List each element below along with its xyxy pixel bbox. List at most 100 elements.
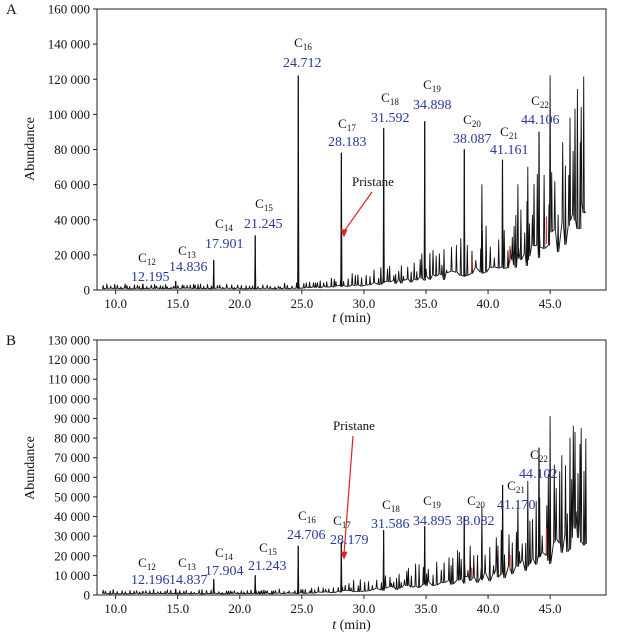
x-tick-label: 15.0 (166, 601, 189, 616)
pristane-arrow (343, 191, 373, 232)
peak-label-C12: C12 (138, 250, 156, 267)
y-tick-label: 110 000 (48, 372, 90, 387)
x-tick-label: 10.0 (104, 296, 127, 311)
y-tick-label: 120 000 (48, 72, 90, 87)
x-tick-label: 20.0 (228, 601, 251, 616)
y-tick-label: 90 000 (54, 411, 90, 426)
y-tick-label: 160 000 (48, 2, 90, 17)
y-tick-label: 60 000 (54, 177, 90, 192)
peak-rt-C16: 24.712 (283, 56, 322, 71)
y-tick-label: 10 000 (54, 568, 90, 583)
x-tick-label: 45.0 (539, 296, 562, 311)
y-axis-title: Abundance (23, 436, 38, 500)
peak-label-C13: C13 (178, 243, 196, 260)
y-tick-label: 40 000 (54, 212, 90, 227)
peak-label-C17: C17 (338, 116, 356, 133)
peak-label-C21: C21 (500, 124, 518, 141)
panel-A: A 0 20 000 40 000 60 000 80 000 100 000 120 000… (6, 2, 607, 326)
peak-label-C20: C20 (467, 493, 485, 510)
y-tick-label: 100 000 (48, 107, 90, 122)
peak-label-C13: C13 (178, 555, 196, 572)
peak-rt-C20: 38.082 (456, 514, 495, 529)
peak-label-C22: C22 (531, 93, 549, 110)
chromatogram-trace (102, 416, 587, 595)
pristane-label: Pristane (352, 174, 394, 189)
x-tick-label: 30.0 (353, 296, 376, 311)
peak-label-C18: C18 (382, 497, 400, 514)
pristane-label: Pristane (333, 418, 375, 433)
peak-label-C14: C14 (215, 216, 233, 233)
x-tick-label: 25.0 (290, 601, 313, 616)
panel-B: B 0 10 000 20 000 30 000 40 000 50 000 60 000 70… (6, 333, 607, 633)
chromatogram-trace (102, 75, 587, 290)
x-tick-label: 25.0 (290, 296, 313, 311)
x-tick-label: 10.0 (104, 601, 127, 616)
peak-rt-C12: 12.195 (131, 270, 170, 285)
x-tick-label: 20.0 (228, 296, 251, 311)
peak-label-C16: C16 (298, 508, 316, 525)
panel-letter: B (6, 333, 16, 349)
peak-rt-C22: 44.106 (521, 113, 560, 128)
peak-label-C16: C16 (294, 35, 312, 52)
peak-rt-C22: 44.102 (519, 467, 558, 482)
y-tick-label: 100 000 (48, 391, 90, 406)
panel-letter: A (6, 2, 17, 18)
peak-rt-C14: 17.904 (205, 564, 244, 579)
peak-label-C20: C20 (463, 112, 481, 129)
y-tick-label: 0 (84, 283, 91, 298)
x-tick-label: 40.0 (477, 296, 500, 311)
peak-label-C19: C19 (423, 493, 441, 510)
peak-rt-C21: 41.170 (497, 498, 536, 513)
peak-label-C18: C18 (381, 90, 399, 107)
peak-label-C17: C17 (333, 513, 351, 530)
peak-label-C19: C19 (423, 77, 441, 94)
pristane-arrowhead (340, 551, 348, 560)
peak-rt-C16: 24.706 (287, 528, 326, 543)
y-tick-label: 140 000 (48, 37, 90, 52)
y-tick-label: 80 000 (54, 142, 90, 157)
peak-rt-C19: 34.895 (413, 514, 452, 529)
peak-label-C15: C15 (255, 196, 273, 213)
peak-rt-C19: 34.898 (413, 98, 452, 113)
peak-rt-C15: 21.245 (244, 217, 283, 232)
peak-label-C12: C12 (138, 555, 156, 572)
peak-label-C21: C21 (507, 478, 525, 495)
peak-label-C14: C14 (215, 545, 233, 562)
peak-rt-C20: 38.087 (453, 132, 492, 147)
peak-rt-C18: 31.592 (371, 111, 410, 126)
y-tick-label: 70 000 (54, 450, 90, 465)
pristane-arrowhead (340, 229, 348, 238)
plot-frame (96, 339, 607, 596)
y-tick-label: 80 000 (54, 431, 90, 446)
pristane-arrow (343, 435, 354, 554)
y-tick-label: 0 (84, 588, 91, 603)
peak-rt-C15: 21.243 (248, 559, 287, 574)
peak-label-C15: C15 (259, 540, 277, 557)
peak-rt-C18: 31.586 (371, 517, 410, 532)
x-tick-label: 35.0 (415, 296, 438, 311)
peak-rt-C17: 28.183 (328, 135, 367, 150)
y-tick-label: 130 000 (48, 333, 90, 348)
y-tick-label: 20 000 (54, 247, 90, 262)
y-tick-label: 40 000 (54, 509, 90, 524)
x-tick-label: 45.0 (539, 601, 562, 616)
y-axis-title: Abundance (23, 117, 38, 181)
x-tick-label: 15.0 (166, 296, 189, 311)
peak-rt-C12: 12.196 (131, 573, 170, 588)
peak-rt-C14: 17.901 (205, 237, 244, 252)
x-tick-label: 40.0 (477, 601, 500, 616)
y-tick-label: 20 000 (54, 548, 90, 563)
y-tick-label: 120 000 (48, 352, 90, 367)
y-tick-label: 60 000 (54, 470, 90, 485)
x-axis-title: t (min) (332, 618, 371, 633)
x-tick-label: 30.0 (353, 601, 376, 616)
peak-rt-C13: 14.836 (169, 260, 208, 275)
peak-rt-C21: 41.161 (490, 143, 529, 158)
peak-rt-C13: 14.837 (169, 573, 208, 588)
y-tick-label: 30 000 (54, 529, 90, 544)
y-tick-label: 50 000 (54, 489, 90, 504)
x-axis-title: t (min) (332, 311, 371, 326)
x-tick-label: 35.0 (415, 601, 438, 616)
peak-label-C22: C22 (530, 447, 548, 464)
